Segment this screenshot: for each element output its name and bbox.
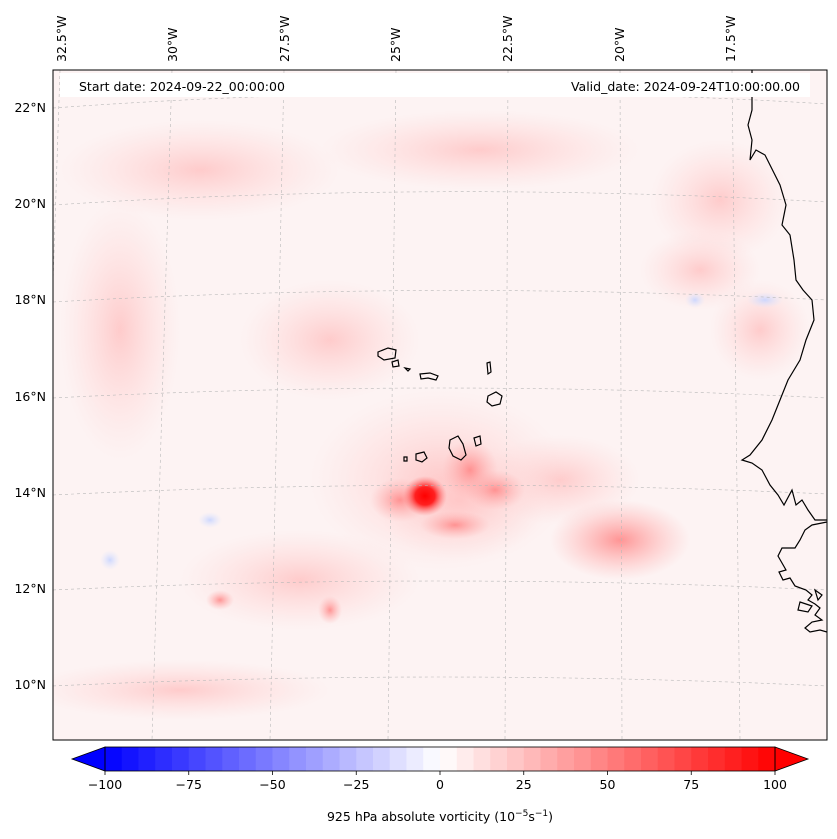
colorbar-tick-label: −100 bbox=[88, 777, 122, 792]
colorbar-step bbox=[188, 747, 206, 771]
colorbar-tick-label: −50 bbox=[259, 777, 285, 792]
colorbar-step bbox=[172, 747, 190, 771]
colorbar-step bbox=[674, 747, 692, 771]
colorbar-step bbox=[758, 747, 776, 771]
coast-inlet-2 bbox=[813, 588, 823, 602]
island-fogo bbox=[415, 451, 428, 463]
colorbar-step bbox=[121, 747, 139, 771]
colorbar-tick-label: 50 bbox=[600, 777, 616, 792]
island-sao-nicolau bbox=[419, 372, 439, 381]
start-date-label: Start date: 2024-09-22_00:00:00 bbox=[79, 79, 285, 94]
lon-label: 25°W bbox=[388, 27, 403, 62]
lat-label: 22°N bbox=[14, 100, 46, 115]
colorbar-ticks: −100 −75 −50 −25 0 25 50 75 100 bbox=[88, 771, 787, 792]
colorbar-steps bbox=[105, 747, 776, 771]
lat-label: 10°N bbox=[14, 677, 46, 692]
colorbar-step bbox=[289, 747, 307, 771]
colorbar-step bbox=[724, 747, 742, 771]
colorbar-step bbox=[523, 747, 541, 771]
colorbar-tick-label: 75 bbox=[683, 777, 699, 792]
colorbar: −100 −75 −50 −25 0 25 50 75 100 925 hPa absolute… bbox=[70, 746, 810, 824]
west-africa-coastline bbox=[740, 70, 827, 521]
longitude-labels: 32.5°W 30°W 27.5°W 25°W 22.5°W 20°W 17.5… bbox=[54, 16, 738, 62]
colorbar-step bbox=[406, 747, 424, 771]
colorbar-step bbox=[322, 747, 340, 771]
lon-label: 32.5°W bbox=[54, 16, 69, 62]
latitude-labels: 22°N 20°N 18°N 16°N 14°N 12°N 10°N bbox=[14, 100, 46, 692]
colorbar-step bbox=[306, 747, 324, 771]
coast-inlet-1 bbox=[797, 601, 813, 613]
map-frame bbox=[52, 69, 828, 741]
colorbar-tick-label: 0 bbox=[436, 777, 444, 792]
island-santa-luzia bbox=[403, 367, 412, 372]
valid-date-label: Valid_date: 2024-09-24T10:00:00.00 bbox=[571, 79, 800, 94]
colorbar-step bbox=[607, 747, 625, 771]
colorbar-step bbox=[389, 747, 407, 771]
colorbar-step bbox=[490, 747, 508, 771]
colorbar-step bbox=[557, 747, 575, 771]
guinea-bissau-coastline bbox=[777, 521, 827, 633]
lon-label: 17.5°W bbox=[723, 16, 738, 62]
colorbar-step bbox=[373, 747, 391, 771]
colorbar-step bbox=[155, 747, 173, 771]
colorbar-step bbox=[356, 747, 374, 771]
colorbar-step bbox=[255, 747, 273, 771]
colorbar-step bbox=[540, 747, 558, 771]
colorbar-step bbox=[641, 747, 659, 771]
colorbar-step bbox=[456, 747, 474, 771]
vorticity-field bbox=[53, 70, 827, 740]
colorbar-extend-min bbox=[70, 746, 106, 772]
colorbar-tick-label: 25 bbox=[516, 777, 532, 792]
colorbar-step bbox=[105, 747, 123, 771]
colorbar-step bbox=[691, 747, 709, 771]
colorbar-step bbox=[473, 747, 491, 771]
lon-label: 20°W bbox=[612, 27, 627, 62]
lon-label: 27.5°W bbox=[277, 16, 292, 62]
colorbar-step bbox=[574, 747, 592, 771]
colorbar-step bbox=[440, 747, 458, 771]
colorbar-step bbox=[239, 747, 257, 771]
lon-label: 30°W bbox=[165, 27, 180, 62]
lat-label: 18°N bbox=[14, 292, 46, 307]
lat-label: 14°N bbox=[14, 485, 46, 500]
colorbar-step bbox=[423, 747, 441, 771]
lat-label: 12°N bbox=[14, 581, 46, 596]
colorbar-tick-label: −25 bbox=[343, 777, 369, 792]
colorbar-step bbox=[205, 747, 223, 771]
graticule bbox=[53, 70, 827, 740]
lat-label: 20°N bbox=[14, 196, 46, 211]
colorbar-step bbox=[222, 747, 240, 771]
colorbar-step bbox=[708, 747, 726, 771]
island-brava bbox=[403, 456, 408, 462]
island-santo-antao bbox=[377, 347, 397, 361]
colorbar-step bbox=[272, 747, 290, 771]
colorbar-step bbox=[657, 747, 675, 771]
colorbar-tick-label: −75 bbox=[176, 777, 202, 792]
colorbar-step bbox=[138, 747, 156, 771]
colorbar-label: 925 hPa absolute vorticity (10−5s−1) bbox=[327, 809, 553, 824]
lon-label: 22.5°W bbox=[500, 16, 515, 62]
island-maio bbox=[473, 435, 482, 447]
colorbar-step bbox=[590, 747, 608, 771]
island-boa-vista bbox=[486, 391, 503, 407]
colorbar-tick-label: 100 bbox=[763, 777, 787, 792]
island-sal bbox=[486, 361, 492, 376]
coastlines bbox=[377, 70, 827, 633]
colorbar-step bbox=[339, 747, 357, 771]
island-sao-vicente bbox=[391, 359, 400, 368]
colorbar-extend-max bbox=[774, 746, 810, 772]
lat-label: 16°N bbox=[14, 389, 46, 404]
header-background bbox=[60, 73, 810, 97]
colorbar-step bbox=[624, 747, 642, 771]
island-santiago bbox=[448, 435, 467, 461]
colorbar-step bbox=[507, 747, 525, 771]
colorbar-step bbox=[741, 747, 759, 771]
